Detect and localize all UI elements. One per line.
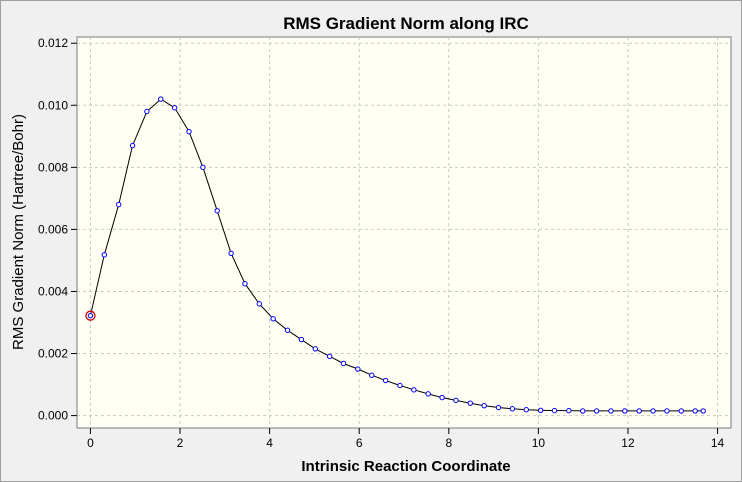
x-tick-label: 10 [532, 436, 546, 450]
data-point[interactable] [228, 250, 234, 256]
data-point[interactable] [566, 407, 572, 414]
data-point[interactable] [678, 408, 684, 414]
data-point[interactable] [411, 387, 417, 393]
y-tick-label: 0.012 [38, 36, 68, 50]
y-tick-label: 0.006 [38, 222, 68, 236]
data-point[interactable] [186, 128, 192, 135]
data-point[interactable] [158, 96, 164, 102]
x-tick-label: 6 [356, 436, 363, 450]
data-point[interactable] [340, 360, 347, 367]
data-point[interactable] [523, 406, 529, 413]
data-point[interactable] [355, 366, 361, 372]
data-point[interactable] [284, 327, 291, 333]
data-point[interactable] [551, 407, 558, 414]
data-point[interactable] [636, 408, 642, 414]
x-tick-label: 8 [445, 436, 452, 450]
data-point[interactable] [200, 164, 206, 171]
data-point[interactable] [312, 346, 319, 352]
data-point[interactable] [369, 372, 375, 378]
data-point[interactable] [664, 408, 670, 414]
data-point[interactable] [650, 408, 656, 414]
data-point[interactable] [509, 406, 516, 412]
data-point[interactable] [298, 336, 305, 343]
data-point[interactable] [425, 391, 431, 397]
x-tick-label: 2 [177, 436, 184, 450]
data-point[interactable] [481, 402, 487, 409]
grid [77, 37, 731, 428]
data-point[interactable] [214, 208, 220, 214]
x-tick-label: 4 [266, 436, 273, 450]
data-point[interactable] [144, 108, 150, 115]
data-point[interactable] [537, 407, 544, 414]
data-point[interactable] [453, 397, 459, 404]
data-point[interactable] [467, 400, 473, 406]
data-point[interactable] [115, 201, 122, 208]
series [85, 96, 706, 414]
data-point[interactable] [242, 281, 248, 287]
data-point[interactable] [382, 377, 389, 384]
data-point[interactable] [692, 408, 698, 414]
data-point[interactable] [129, 142, 136, 149]
data-point[interactable] [171, 105, 178, 111]
y-tick-label: 0.008 [38, 160, 68, 174]
axes: 0 2 4 6 8 10 12 14 0.000 0.002 0.004 0.006 0.008 0.01… [38, 36, 725, 450]
x-tick-label: 12 [621, 436, 635, 450]
data-point[interactable] [101, 252, 108, 258]
y-tick-label: 0.002 [38, 347, 68, 361]
y-tick-label: 0.010 [38, 98, 68, 112]
data-point[interactable] [256, 301, 263, 307]
y-axis-label: RMS Gradient Norm (Hartree/Bohr) [10, 114, 27, 350]
plot-area [76, 36, 732, 429]
data-point[interactable] [397, 382, 403, 389]
data-point[interactable] [622, 408, 628, 414]
data-point[interactable] [608, 408, 614, 414]
y-tick-label: 0.004 [38, 284, 68, 298]
data-point[interactable] [580, 408, 586, 414]
data-point[interactable] [87, 312, 94, 319]
data-point[interactable] [495, 404, 502, 411]
chart-title: RMS Gradient Norm along IRC [283, 14, 529, 33]
data-point[interactable] [593, 408, 600, 414]
x-tick-label: 14 [711, 436, 725, 450]
data-point[interactable] [439, 394, 445, 401]
data-point[interactable] [326, 353, 333, 360]
current-point-marker[interactable] [85, 310, 96, 321]
data-point[interactable] [700, 408, 706, 414]
y-tick-label: 0.000 [38, 409, 68, 423]
data-point[interactable] [270, 316, 276, 322]
x-tick-label: 0 [87, 436, 94, 450]
x-axis-label: Intrinsic Reaction Coordinate [301, 458, 510, 475]
